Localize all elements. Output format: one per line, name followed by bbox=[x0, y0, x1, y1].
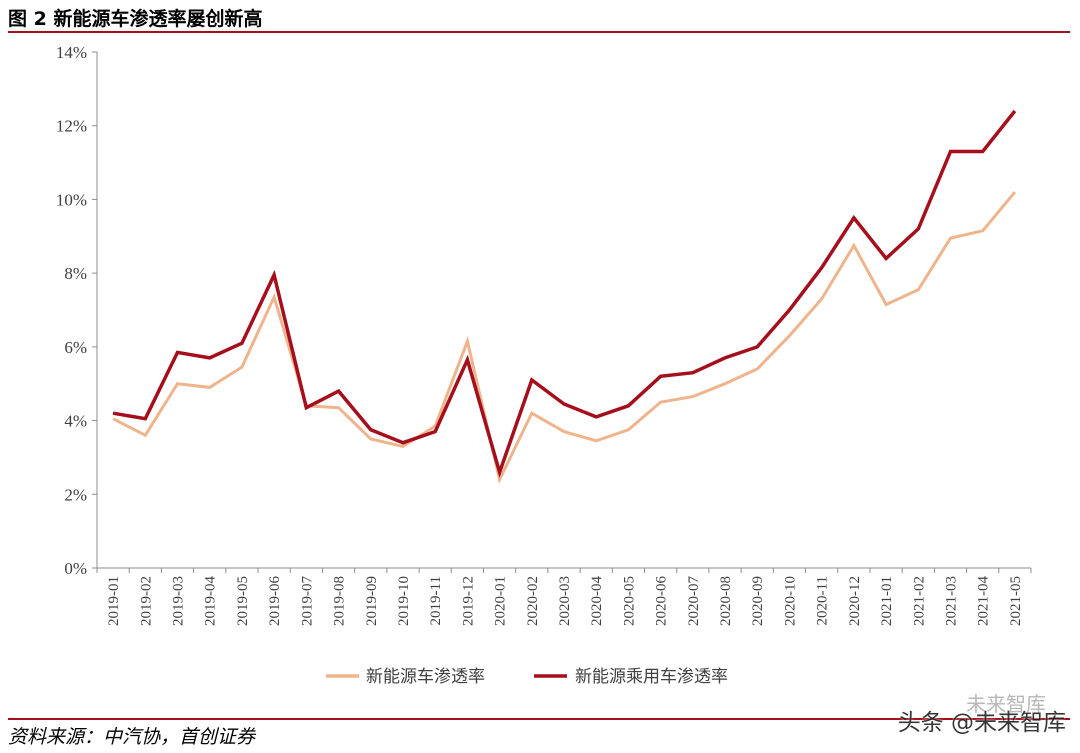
x-tick-label: 2021-01 bbox=[879, 576, 895, 626]
x-tick-label: 2019-01 bbox=[106, 576, 122, 626]
source-note: 资料来源：中汽协，首创证券 bbox=[8, 726, 256, 748]
y-tick-label: 8% bbox=[64, 264, 87, 283]
line-chart: 0% 2% 4% 6% 8% 10% 12% 14% 2019-01 2019-02 2019-03… bbox=[56, 43, 1032, 687]
x-tick-label: 2020-10 bbox=[782, 576, 798, 626]
x-tick-label: 2021-04 bbox=[976, 576, 992, 626]
y-tick-label: 0% bbox=[64, 559, 87, 578]
x-tick-label: 2019-04 bbox=[203, 576, 219, 626]
x-tick-label: 2020-04 bbox=[589, 576, 605, 626]
watermark-faint: 未来智库 bbox=[966, 692, 1046, 716]
x-tick-label: 2021-03 bbox=[943, 576, 959, 626]
x-tick-label: 2019-05 bbox=[235, 576, 251, 626]
series-line-2 bbox=[112, 109, 1017, 478]
y-tick-label: 14% bbox=[56, 43, 87, 62]
y-tick-label: 12% bbox=[56, 117, 87, 136]
title-divider bbox=[8, 31, 1070, 33]
x-tick-label: 2021-02 bbox=[911, 576, 927, 626]
chart-axes: 0% 2% 4% 6% 8% 10% 12% 14% 2019-01 2019-02 2019-03… bbox=[56, 43, 1032, 626]
chart-legend: 新能源车渗透率 新能源乘用车渗透率 bbox=[326, 667, 728, 687]
x-tick-label: 2019-07 bbox=[299, 576, 315, 626]
x-tick-label: 2020-06 bbox=[654, 576, 670, 626]
series-line-1 bbox=[112, 191, 1017, 484]
x-tick-label: 2019-12 bbox=[460, 576, 476, 626]
chart-series bbox=[112, 109, 1017, 484]
x-tick-label: 2019-02 bbox=[138, 576, 154, 626]
x-tick-label: 2019-11 bbox=[428, 576, 444, 625]
x-tick-label: 2019-06 bbox=[267, 576, 283, 626]
x-tick-label: 2020-02 bbox=[525, 576, 541, 626]
x-tick-label: 2019-09 bbox=[364, 576, 380, 626]
x-tick-label: 2020-03 bbox=[557, 576, 573, 626]
x-tick-label: 2019-03 bbox=[171, 576, 187, 626]
x-tick-label: 2020-07 bbox=[686, 576, 702, 626]
y-tick-label: 6% bbox=[64, 338, 87, 357]
figure-title: 图 2 新能源车渗透率屡创新高 bbox=[8, 8, 263, 30]
x-tick-label: 2020-05 bbox=[621, 576, 637, 626]
footer-divider bbox=[8, 718, 1070, 720]
legend-label-1: 新能源车渗透率 bbox=[366, 667, 485, 687]
x-tick-label: 2020-11 bbox=[815, 576, 831, 625]
x-tick-label: 2020-12 bbox=[847, 576, 863, 626]
y-tick-label: 4% bbox=[64, 412, 87, 431]
x-tick-label: 2019-08 bbox=[332, 576, 348, 626]
x-tick-label: 2021-05 bbox=[1008, 576, 1024, 626]
watermark: 头条 @未来智库 bbox=[897, 710, 1066, 736]
x-tick-label: 2020-01 bbox=[493, 576, 509, 626]
legend-label-2: 新能源乘用车渗透率 bbox=[575, 667, 728, 687]
x-tick-label: 2019-10 bbox=[396, 576, 412, 626]
x-tick-label: 2020-08 bbox=[718, 576, 734, 626]
x-tick-label: 2020-09 bbox=[750, 576, 766, 626]
y-tick-label: 10% bbox=[56, 190, 87, 209]
y-tick-label: 2% bbox=[64, 485, 87, 504]
